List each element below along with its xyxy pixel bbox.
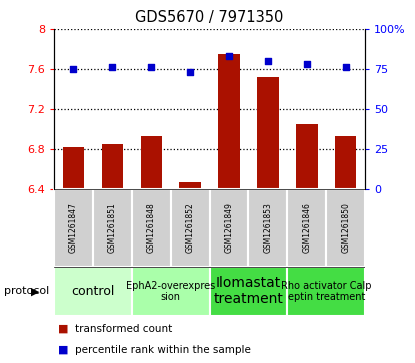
Text: Rho activator Calp
eptin treatment: Rho activator Calp eptin treatment	[281, 281, 371, 302]
Bar	[287, 267, 365, 316]
Bar	[141, 136, 162, 189]
Point	[226, 53, 232, 59]
Bar	[132, 189, 171, 267]
Text: GSM1261850: GSM1261850	[341, 202, 350, 253]
Text: EphA2-overexpres
sion: EphA2-overexpres sion	[126, 281, 215, 302]
Text: GSM1261847: GSM1261847	[69, 202, 78, 253]
Bar	[171, 189, 210, 267]
Text: ■: ■	[58, 345, 68, 355]
Bar	[179, 182, 201, 189]
Text: ■: ■	[58, 324, 68, 334]
Text: GSM1261851: GSM1261851	[108, 203, 117, 253]
Point	[70, 66, 77, 72]
Text: protocol: protocol	[4, 286, 49, 296]
Point	[187, 69, 193, 75]
Point	[148, 65, 154, 70]
Bar	[93, 189, 132, 267]
Bar	[257, 77, 278, 189]
Text: transformed count: transformed count	[75, 324, 172, 334]
Bar	[335, 136, 356, 189]
Bar	[210, 189, 249, 267]
Bar	[102, 144, 123, 189]
Text: percentile rank within the sample: percentile rank within the sample	[75, 345, 251, 355]
Bar	[132, 267, 210, 316]
Text: GSM1261852: GSM1261852	[186, 203, 195, 253]
Title: GDS5670 / 7971350: GDS5670 / 7971350	[135, 10, 284, 25]
Bar	[249, 189, 287, 267]
Point	[303, 61, 310, 67]
Text: Ilomastat
treatment: Ilomastat treatment	[214, 276, 283, 306]
Bar	[210, 267, 287, 316]
Point	[265, 58, 271, 64]
Bar	[218, 54, 240, 189]
Point	[109, 65, 116, 70]
Text: GSM1261846: GSM1261846	[303, 202, 311, 253]
Text: GSM1261853: GSM1261853	[264, 202, 272, 253]
Bar	[54, 189, 93, 267]
Text: ▶: ▶	[31, 286, 39, 296]
Bar	[287, 189, 326, 267]
Bar	[326, 189, 365, 267]
Bar	[63, 147, 84, 189]
Bar	[296, 124, 317, 189]
Text: control: control	[71, 285, 115, 298]
Bar	[54, 267, 132, 316]
Text: GSM1261848: GSM1261848	[147, 203, 156, 253]
Point	[342, 65, 349, 70]
Text: GSM1261849: GSM1261849	[225, 202, 234, 253]
